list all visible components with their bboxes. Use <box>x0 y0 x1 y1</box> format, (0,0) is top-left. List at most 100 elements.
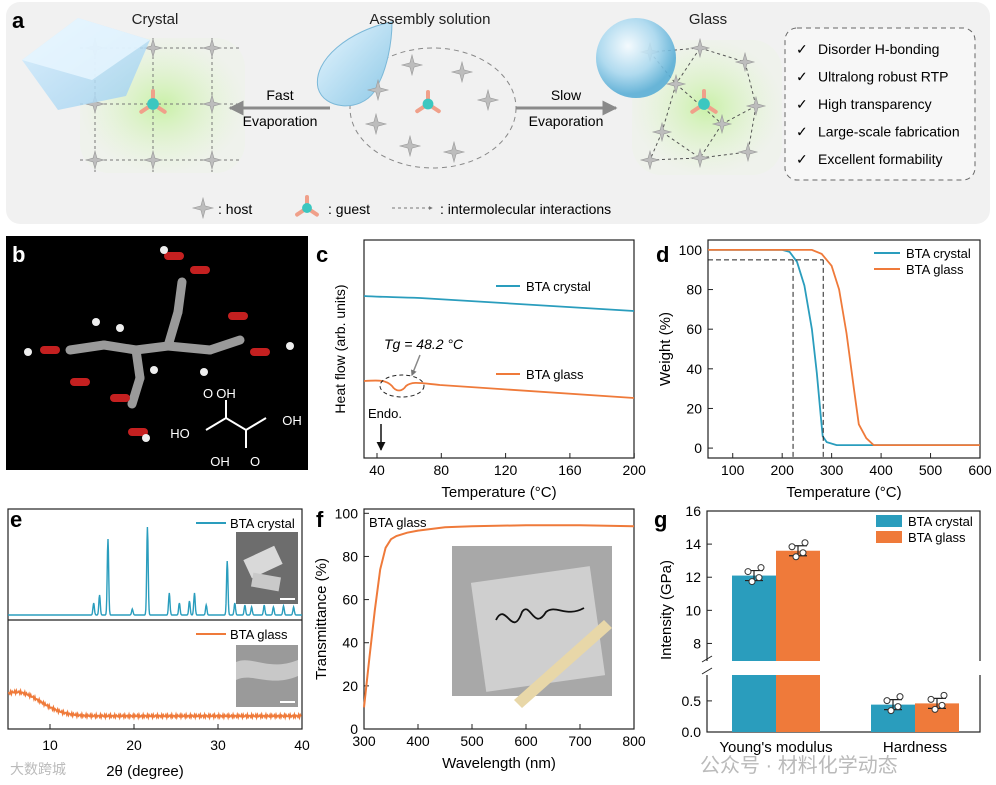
legend-label-glass: BTA glass <box>526 367 584 382</box>
guest-molecule-icon <box>147 98 159 110</box>
x-tick-label: 500 <box>919 462 943 478</box>
fast-label: Fast <box>266 87 293 103</box>
data-point <box>894 703 902 711</box>
x-tick-label: 200 <box>771 462 795 478</box>
legend-guest-label: : guest <box>328 201 370 217</box>
glass-film <box>470 566 606 692</box>
data-point <box>801 539 809 547</box>
y-tick-label: 10 <box>685 602 701 618</box>
endo-label: Endo. <box>368 406 402 421</box>
sem-crystal-particle <box>243 545 283 579</box>
sem-crystal-particle <box>250 572 282 592</box>
hydrogen-atom <box>160 246 168 254</box>
hydrogen-atom <box>24 348 32 356</box>
tg-label: Tg = 48.2 °C <box>384 336 464 352</box>
tga-series-line <box>708 249 980 446</box>
bar <box>732 575 776 732</box>
data-point <box>896 693 904 701</box>
axis-break-mark <box>701 667 713 675</box>
legend-label: BTA crystal <box>908 514 973 529</box>
panel-c-ylabel: Heat flow (arb. units) <box>332 284 348 413</box>
formula-group-left: HO <box>170 426 190 441</box>
y-tick-label: 20 <box>342 678 358 694</box>
data-point <box>883 697 891 705</box>
panel-g: g Young's modulus Hardness 8 10 12 14 16 0.0 0.5… <box>654 503 982 756</box>
transmittance-chart: 300 400 500 600 700 800 0 20 40 60 80 100 Wavelength… <box>313 505 646 772</box>
panel-e-xticks: 10 20 30 40 <box>42 724 310 753</box>
host-molecule-icon <box>201 93 223 115</box>
molecule-3d-model <box>24 246 294 442</box>
y-tick-label: 40 <box>342 635 358 651</box>
x-axis-label: Temperature (°C) <box>786 484 901 501</box>
y-tick-label: 40 <box>686 361 702 377</box>
host-molecule-icon <box>84 149 106 171</box>
watermark-right: 公众号 · 材料化学动态 <box>700 754 898 777</box>
data-point <box>887 707 895 715</box>
host-molecule-icon <box>366 78 390 102</box>
panel-b: b OH O OH HO OH O <box>6 236 308 470</box>
host-molecule-icon <box>450 60 474 84</box>
host-molecule-icon <box>734 51 756 73</box>
tg-pointer-arrow <box>410 354 421 377</box>
x-category-label: Young's modulus <box>719 739 832 756</box>
legend-label-glass: BTA glass <box>230 627 288 642</box>
feature-item: High transparency <box>818 96 932 112</box>
legend-swatch <box>876 531 902 543</box>
panel-c-frame <box>363 239 635 459</box>
transmittance-line <box>363 524 635 708</box>
x-category-label: Hardness <box>883 739 947 756</box>
host-molecule-icon <box>476 88 500 112</box>
y-axis-label: Weight (%) <box>657 312 674 386</box>
x-tick-label: 300 <box>820 462 844 478</box>
host-molecule-icon <box>142 37 164 59</box>
ruler-icon <box>514 620 612 708</box>
y-tick-label: 100 <box>335 505 359 521</box>
x-tick-label: 400 <box>869 462 893 478</box>
tga-chart: 100 200 300 400 500 600 0 20 40 60 80 100 Temperatur… <box>657 239 992 501</box>
carbon-bond <box>163 307 183 351</box>
data-point <box>927 695 935 703</box>
x-tick-label: 10 <box>42 737 58 753</box>
watermark-left: 大数跨城 <box>10 761 66 777</box>
host-molecule-icon <box>737 141 759 163</box>
hydrogen-atom <box>150 366 158 374</box>
x-tick-label: 300 <box>352 733 376 749</box>
y-tick-label: 0 <box>694 440 702 456</box>
carbon-bond <box>205 335 245 355</box>
carbon-bond <box>99 340 141 355</box>
formula-oxygen: O <box>250 454 260 469</box>
feature-check-icon: ✓ <box>796 96 808 112</box>
y-tick-label: 80 <box>342 548 358 564</box>
mechanical-chart: Young's modulus Hardness 8 10 12 14 16 0.0 0.5 In… <box>658 503 982 756</box>
legend-interactions-label: : intermolecular interactions <box>440 201 611 217</box>
panel-c-xticks: 40 80 120 160 200 <box>369 453 646 478</box>
dsc-crystal-curve <box>363 295 635 312</box>
host-molecule-icon <box>191 196 215 220</box>
fast-evaporation-label: Evaporation <box>243 113 318 129</box>
x-tick-label: 400 <box>406 733 430 749</box>
y-tick-label: 20 <box>686 400 702 416</box>
formula-oxygen: O <box>203 386 213 401</box>
carbon-bond <box>131 341 173 355</box>
panel-f: f 300 400 500 600 700 800 0 20 40 60 80 100 Waveleng… <box>313 505 646 772</box>
interaction-line <box>721 105 757 125</box>
y-tick-label: 100 <box>679 242 703 258</box>
host-molecule-icon <box>689 147 711 169</box>
x-tick-label: 80 <box>434 462 450 478</box>
interaction-line <box>744 61 757 107</box>
x-tick-label: 800 <box>622 733 646 749</box>
y-tick-label: 60 <box>342 592 358 608</box>
plot-frame <box>706 510 981 733</box>
host-molecule-icon <box>689 37 711 59</box>
carbon-bond <box>163 341 215 355</box>
slow-label: Slow <box>551 87 582 103</box>
glass-label: Glass <box>689 11 727 28</box>
legend-label-crystal: BTA crystal <box>230 516 295 531</box>
solution-molecules <box>364 53 500 164</box>
bar <box>776 550 820 732</box>
x-tick-label: 600 <box>514 733 538 749</box>
panel-c: c Tg = 48.2 °C Endo. BTA crystal BTA gla… <box>316 239 646 501</box>
panel-a-legend: : host: guest: intermolecular interactio… <box>191 195 611 220</box>
x-tick-label: 200 <box>623 462 647 478</box>
